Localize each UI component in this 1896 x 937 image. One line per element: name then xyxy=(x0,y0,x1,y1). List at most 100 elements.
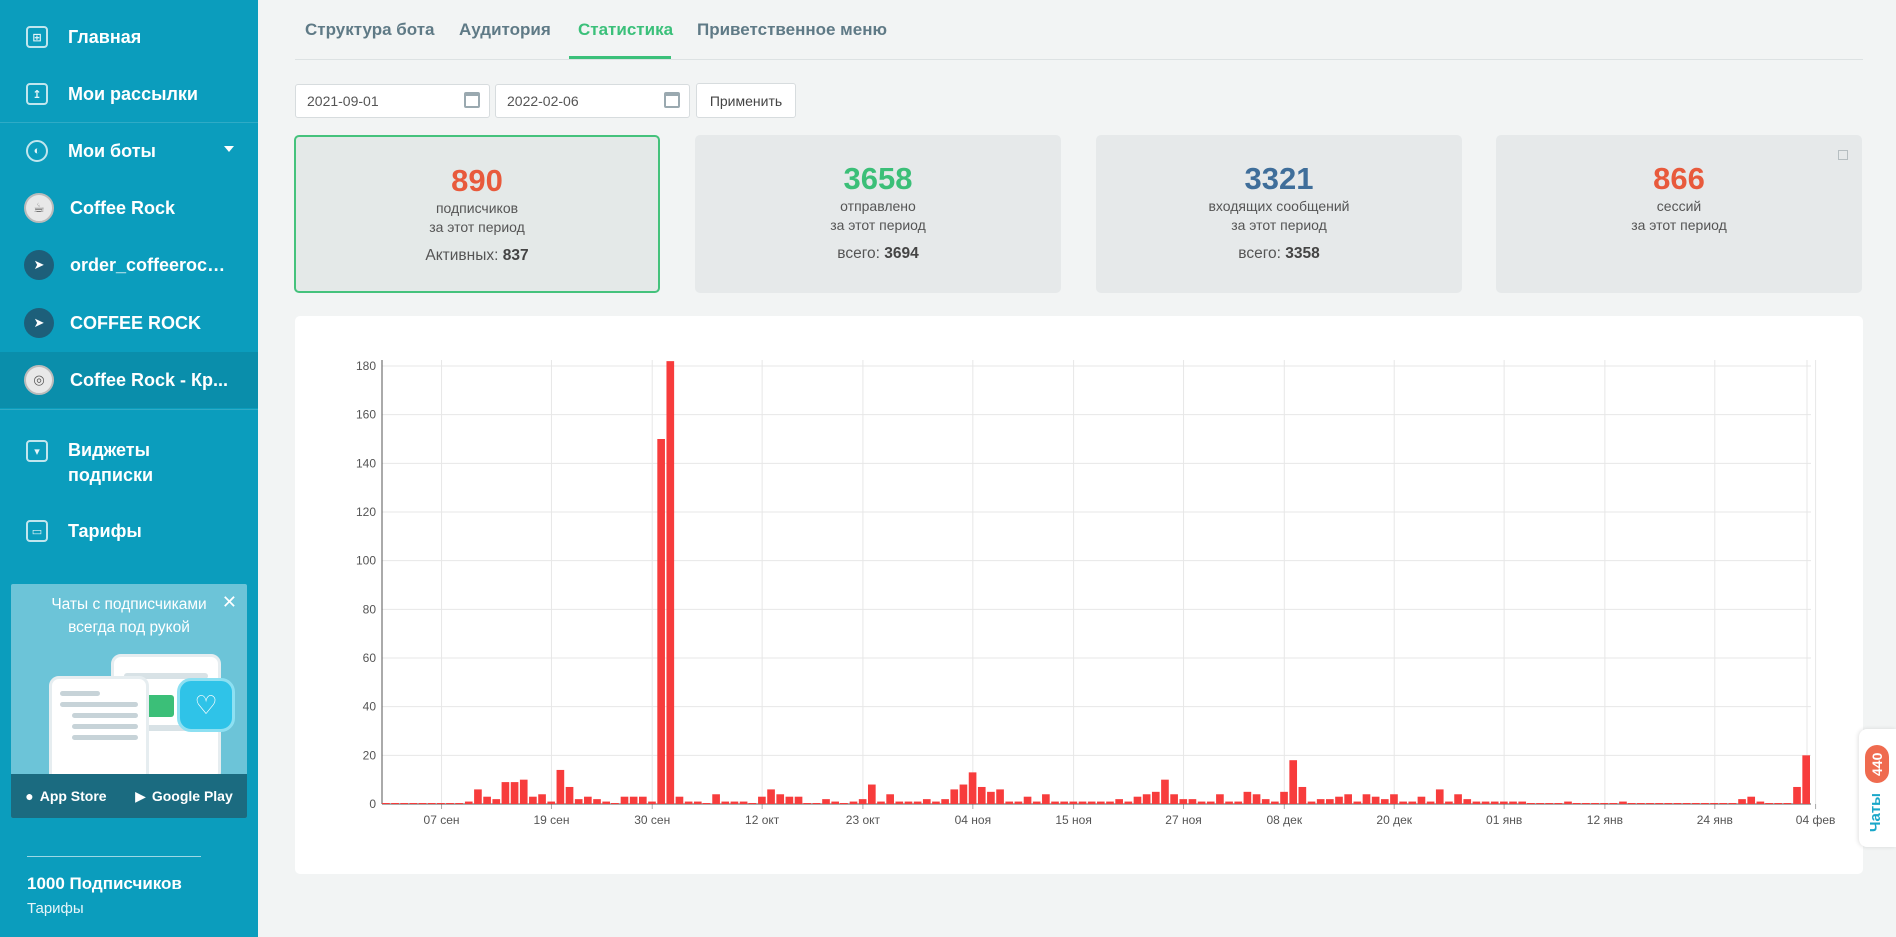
bar xyxy=(1774,803,1783,804)
bar xyxy=(822,799,830,804)
bar xyxy=(1161,779,1169,804)
bar xyxy=(427,803,436,804)
bar xyxy=(693,801,702,804)
x-tick-label: 04 ноя xyxy=(955,813,991,827)
date-to-input[interactable] xyxy=(495,84,690,118)
calendar-icon[interactable] xyxy=(464,92,480,108)
bar xyxy=(1243,791,1252,804)
expand-icon[interactable] xyxy=(1838,150,1848,160)
bar xyxy=(1710,803,1719,804)
bar xyxy=(1225,801,1233,804)
stat-card-sessions[interactable]: 866 сессий за этот период xyxy=(1496,135,1862,293)
tab-statistics[interactable]: Статистика xyxy=(578,20,674,39)
bar xyxy=(1783,803,1792,804)
phone-illustration xyxy=(49,676,149,784)
bar xyxy=(1728,803,1737,804)
apply-button[interactable]: Применить xyxy=(696,83,796,118)
bar xyxy=(1051,801,1059,804)
bar xyxy=(1417,796,1426,804)
y-tick-label: 40 xyxy=(363,700,377,714)
x-tick-label: 15 ноя xyxy=(1055,813,1091,827)
stat-card-incoming[interactable]: 3321 входящих сообщений за этот период в… xyxy=(1096,135,1462,293)
bar xyxy=(904,801,913,804)
bar xyxy=(675,796,684,804)
bar xyxy=(584,796,592,804)
bar xyxy=(950,789,959,804)
bar xyxy=(1014,801,1023,804)
bar xyxy=(1170,794,1178,804)
bar xyxy=(1069,801,1078,804)
date-from-input[interactable] xyxy=(295,84,490,118)
stat-label: отправлено xyxy=(840,198,916,214)
stat-extra: всего: 3694 xyxy=(837,245,919,262)
daily-bar-chart: 0 20 40 60 80 100 120 140 160 180 07 сен 19 сен 30 с… xyxy=(356,359,1835,827)
bar xyxy=(1032,801,1041,804)
bar xyxy=(1600,803,1609,804)
bar xyxy=(1188,799,1197,804)
nav-item-my-bots[interactable]: ◐ Мои боты xyxy=(0,124,258,178)
bar xyxy=(1078,801,1087,804)
bar xyxy=(913,801,922,804)
bar xyxy=(758,796,766,804)
chevron-down-icon[interactable] xyxy=(224,146,234,152)
app-store-button[interactable]: ● App Store xyxy=(25,788,107,804)
stat-label: сессий xyxy=(1656,198,1702,214)
nav-item-home[interactable]: ⊞ Главная xyxy=(0,10,258,64)
close-icon[interactable]: ✕ xyxy=(221,592,237,612)
chart-panel: 0 20 40 60 80 100 120 140 160 180 07 сен 19 сен 30 с… xyxy=(295,316,1863,874)
bar xyxy=(1371,796,1380,804)
bar xyxy=(1307,801,1316,804)
bot-item-coffee-rock[interactable]: ☕ Coffee Rock xyxy=(0,180,258,236)
nav-item-tariffs[interactable]: ▭ Тарифы xyxy=(0,504,258,558)
bar xyxy=(1142,794,1151,804)
sidebar-divider xyxy=(27,856,201,857)
bar xyxy=(1344,794,1352,804)
bar xyxy=(1060,801,1069,804)
nav-item-label: Тарифы xyxy=(68,520,142,541)
bar xyxy=(1454,794,1462,804)
tab-audience[interactable]: Аудитория xyxy=(459,20,551,39)
stat-value: 3658 xyxy=(843,161,913,196)
bar xyxy=(1106,801,1114,804)
bot-item-order-coffeerock[interactable]: ➤ order_coffeerock... xyxy=(0,237,258,293)
bar xyxy=(529,796,537,804)
plan-tariffs-link[interactable]: Тарифы xyxy=(27,900,84,917)
bot-item-coffee-rock-telegram[interactable]: ➤ COFFEE ROCK xyxy=(0,295,258,351)
bar xyxy=(611,803,619,804)
home-icon: ⊞ xyxy=(26,26,48,48)
x-tick-label: 27 ноя xyxy=(1165,813,1201,827)
stat-extra: всего: 3358 xyxy=(1238,245,1320,262)
google-play-button[interactable]: ▶ Google Play xyxy=(135,787,233,805)
bar xyxy=(1545,803,1554,804)
bar xyxy=(1326,799,1334,804)
bar xyxy=(849,801,858,804)
nav-item-widgets[interactable]: ▾ Виджеты подписки xyxy=(0,428,258,500)
x-tick-label: 12 янв xyxy=(1587,813,1623,827)
stat-card-sent[interactable]: 3658 отправлено за этот период всего: 36… xyxy=(695,135,1061,293)
tab-bot-structure[interactable]: Структура бота xyxy=(305,20,435,39)
y-tick-label: 120 xyxy=(356,505,376,519)
bar xyxy=(418,803,427,804)
nav-item-label: Мои боты xyxy=(68,140,156,161)
bar xyxy=(1005,801,1014,804)
bar xyxy=(941,799,949,804)
nav-item-mailings[interactable]: ↥ Мои рассылки xyxy=(0,67,258,121)
tab-welcome-menu[interactable]: Приветственное меню xyxy=(697,20,887,39)
stat-card-subscribers[interactable]: 890 подписчиков за этот период Активных:… xyxy=(294,135,660,293)
y-tick-label: 100 xyxy=(356,554,376,568)
bot-item-coffee-rock-instagram[interactable]: ◎ Coffee Rock - Кр... xyxy=(0,352,258,408)
bar xyxy=(620,796,629,804)
bar xyxy=(1691,803,1700,804)
bar xyxy=(556,769,565,804)
nav-item-label: Главная xyxy=(68,26,142,47)
calendar-icon[interactable] xyxy=(664,92,680,108)
bar xyxy=(1435,789,1444,804)
x-tick-label: 23 окт xyxy=(846,813,881,827)
chats-count-badge: 440 xyxy=(1865,745,1889,783)
bar xyxy=(831,801,840,804)
bar xyxy=(1206,801,1215,804)
x-tick-label: 19 сен xyxy=(533,813,569,827)
chats-side-tab[interactable]: 440 Чаты xyxy=(1859,729,1896,847)
bar xyxy=(1390,794,1398,804)
bar xyxy=(1673,803,1682,804)
